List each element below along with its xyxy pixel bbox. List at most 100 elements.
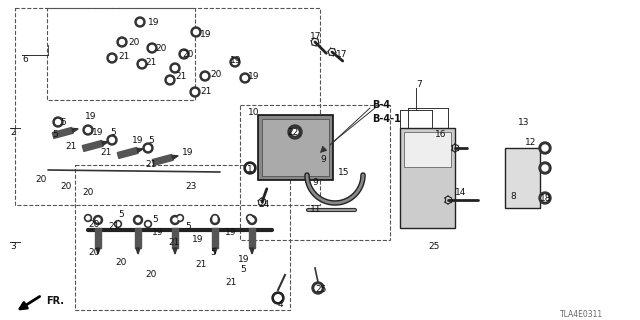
FancyBboxPatch shape bbox=[505, 148, 540, 208]
Polygon shape bbox=[172, 156, 178, 159]
Circle shape bbox=[240, 73, 250, 83]
Circle shape bbox=[288, 125, 302, 139]
Circle shape bbox=[86, 216, 90, 220]
Text: 21: 21 bbox=[100, 148, 111, 157]
Circle shape bbox=[246, 165, 253, 171]
Text: 10: 10 bbox=[248, 108, 259, 117]
Circle shape bbox=[243, 76, 248, 81]
Text: 21: 21 bbox=[145, 160, 156, 169]
Text: B-4: B-4 bbox=[372, 100, 390, 110]
Text: 19: 19 bbox=[248, 72, 259, 81]
Circle shape bbox=[140, 61, 145, 67]
Polygon shape bbox=[249, 228, 255, 248]
Circle shape bbox=[542, 165, 548, 171]
Text: 15: 15 bbox=[338, 168, 349, 177]
Circle shape bbox=[173, 218, 177, 222]
Bar bbox=[47, 8, 195, 100]
Text: 19: 19 bbox=[152, 228, 163, 237]
Text: 20: 20 bbox=[88, 220, 99, 229]
Text: 19: 19 bbox=[200, 30, 211, 39]
Text: 5: 5 bbox=[240, 265, 246, 274]
Polygon shape bbox=[173, 248, 177, 254]
FancyBboxPatch shape bbox=[262, 119, 329, 176]
Text: 25: 25 bbox=[315, 285, 326, 294]
Circle shape bbox=[56, 119, 61, 124]
Text: 19: 19 bbox=[85, 112, 97, 121]
Text: 21: 21 bbox=[175, 72, 186, 81]
Circle shape bbox=[146, 222, 150, 226]
Circle shape bbox=[200, 71, 210, 81]
Bar bbox=[75, 165, 290, 310]
Circle shape bbox=[120, 39, 125, 44]
Circle shape bbox=[143, 143, 153, 153]
Text: 21: 21 bbox=[168, 238, 179, 247]
Circle shape bbox=[211, 214, 218, 221]
Circle shape bbox=[246, 214, 253, 221]
Circle shape bbox=[173, 66, 177, 70]
Circle shape bbox=[107, 53, 117, 63]
Circle shape bbox=[193, 29, 198, 35]
Circle shape bbox=[190, 87, 200, 97]
Text: 21: 21 bbox=[108, 222, 120, 231]
Circle shape bbox=[138, 20, 143, 25]
Polygon shape bbox=[152, 155, 173, 165]
Text: 19: 19 bbox=[225, 228, 237, 237]
Circle shape bbox=[145, 146, 150, 150]
Circle shape bbox=[248, 216, 252, 220]
Circle shape bbox=[86, 127, 90, 132]
Circle shape bbox=[109, 55, 115, 60]
Text: 19: 19 bbox=[230, 56, 241, 65]
Bar bbox=[15, 8, 320, 205]
Circle shape bbox=[168, 77, 173, 83]
Text: B-4-1: B-4-1 bbox=[372, 114, 401, 124]
Text: 5: 5 bbox=[185, 222, 191, 231]
Text: 5: 5 bbox=[60, 118, 66, 127]
Text: 12: 12 bbox=[525, 138, 536, 147]
Polygon shape bbox=[213, 248, 217, 254]
Circle shape bbox=[213, 218, 217, 222]
Circle shape bbox=[230, 57, 240, 67]
Text: 19: 19 bbox=[132, 136, 143, 145]
Text: 3: 3 bbox=[10, 242, 16, 251]
Circle shape bbox=[116, 222, 120, 226]
Circle shape bbox=[539, 142, 551, 154]
Circle shape bbox=[150, 45, 154, 51]
Circle shape bbox=[165, 75, 175, 85]
FancyBboxPatch shape bbox=[258, 115, 333, 180]
Polygon shape bbox=[102, 141, 108, 145]
Text: 21: 21 bbox=[65, 142, 76, 151]
Text: 21: 21 bbox=[118, 52, 129, 61]
Circle shape bbox=[542, 145, 548, 151]
Text: 19: 19 bbox=[92, 128, 104, 137]
Text: 22: 22 bbox=[287, 128, 298, 137]
Polygon shape bbox=[135, 228, 141, 248]
Circle shape bbox=[96, 218, 100, 222]
Text: 21: 21 bbox=[200, 87, 211, 96]
Text: 4: 4 bbox=[278, 300, 284, 309]
Bar bbox=[240, 105, 390, 240]
Polygon shape bbox=[117, 148, 138, 158]
FancyBboxPatch shape bbox=[400, 128, 455, 228]
Circle shape bbox=[182, 52, 186, 57]
Circle shape bbox=[170, 63, 180, 73]
Text: 6: 6 bbox=[22, 55, 28, 64]
Polygon shape bbox=[212, 228, 218, 248]
Text: 20: 20 bbox=[182, 50, 193, 59]
Text: FR.: FR. bbox=[46, 296, 64, 306]
Circle shape bbox=[191, 27, 201, 37]
Circle shape bbox=[232, 60, 237, 65]
Circle shape bbox=[177, 214, 184, 221]
Polygon shape bbox=[136, 248, 140, 254]
Text: 20: 20 bbox=[115, 258, 126, 267]
Text: 11: 11 bbox=[310, 205, 321, 214]
Text: 19: 19 bbox=[192, 235, 204, 244]
Circle shape bbox=[315, 285, 321, 291]
Circle shape bbox=[84, 214, 92, 221]
Circle shape bbox=[83, 125, 93, 135]
Text: 20: 20 bbox=[82, 188, 93, 197]
Text: 25: 25 bbox=[428, 242, 440, 251]
Text: 21: 21 bbox=[225, 278, 236, 287]
Polygon shape bbox=[52, 127, 73, 139]
Text: 9: 9 bbox=[312, 178, 317, 187]
Circle shape bbox=[107, 135, 117, 145]
